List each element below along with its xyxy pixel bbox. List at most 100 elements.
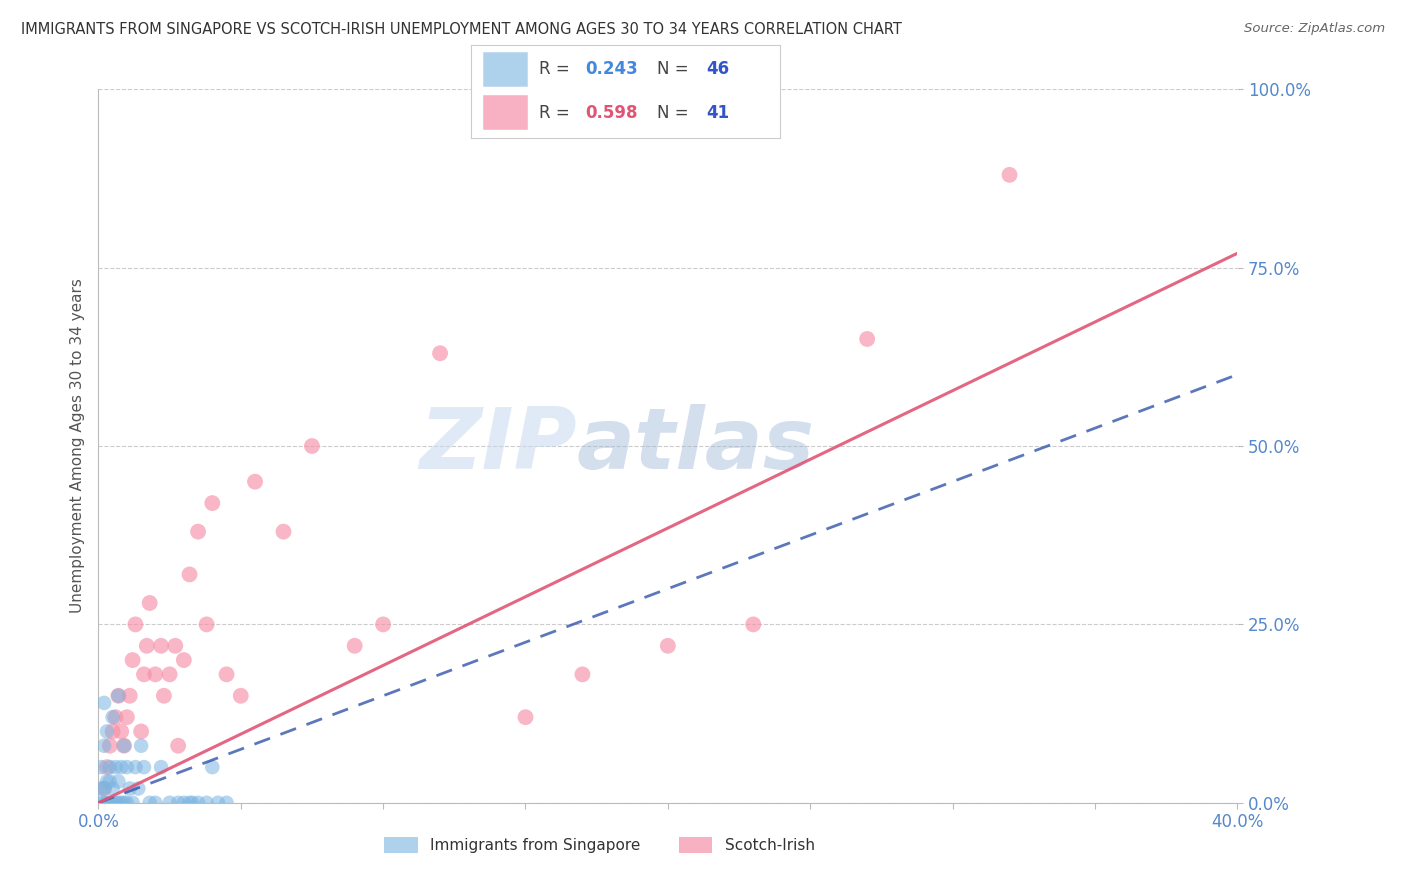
Text: Source: ZipAtlas.com: Source: ZipAtlas.com <box>1244 22 1385 36</box>
Point <box>856 332 879 346</box>
Point <box>98 739 121 753</box>
Point <box>90 760 112 774</box>
Point <box>195 796 218 810</box>
Y-axis label: Unemployment Among Ages 30 to 34 years: Unemployment Among Ages 30 to 34 years <box>69 278 84 614</box>
Point <box>138 596 160 610</box>
Point <box>104 760 127 774</box>
Point <box>90 781 112 796</box>
Point <box>187 796 209 810</box>
Text: N =: N = <box>657 104 693 122</box>
Point <box>138 796 160 810</box>
Point <box>96 760 118 774</box>
Point <box>135 639 157 653</box>
Point <box>101 724 124 739</box>
Point <box>98 760 121 774</box>
Point <box>165 639 187 653</box>
Point <box>998 168 1021 182</box>
Point <box>110 760 132 774</box>
Point <box>101 796 124 810</box>
Point <box>145 796 167 810</box>
Point <box>107 689 129 703</box>
Point <box>96 774 118 789</box>
Point <box>115 796 138 810</box>
Point <box>107 689 129 703</box>
Text: N =: N = <box>657 60 693 78</box>
Point <box>159 796 181 810</box>
Point <box>124 760 146 774</box>
Point <box>153 689 176 703</box>
Point <box>104 796 127 810</box>
Legend: Immigrants from Singapore, Scotch-Irish: Immigrants from Singapore, Scotch-Irish <box>378 831 821 859</box>
Point <box>96 796 118 810</box>
Point <box>515 710 537 724</box>
Point <box>373 617 395 632</box>
Text: 0.598: 0.598 <box>585 104 638 122</box>
Point <box>90 796 112 810</box>
Point <box>107 796 129 810</box>
Point <box>173 796 195 810</box>
Bar <box>484 95 527 129</box>
Point <box>179 796 201 810</box>
Point <box>243 475 266 489</box>
Point <box>742 617 765 632</box>
Text: 46: 46 <box>706 60 730 78</box>
Point <box>93 781 115 796</box>
Point <box>121 796 143 810</box>
Point <box>98 774 121 789</box>
Point <box>173 653 195 667</box>
Point <box>93 781 115 796</box>
Point <box>657 639 679 653</box>
Point <box>93 696 115 710</box>
Point <box>112 739 135 753</box>
Point <box>104 710 127 724</box>
Point <box>118 689 141 703</box>
Point <box>101 781 124 796</box>
Text: IMMIGRANTS FROM SINGAPORE VS SCOTCH-IRISH UNEMPLOYMENT AMONG AGES 30 TO 34 YEARS: IMMIGRANTS FROM SINGAPORE VS SCOTCH-IRIS… <box>21 22 903 37</box>
Point <box>571 667 593 681</box>
Point <box>229 689 252 703</box>
Point <box>167 796 190 810</box>
Point <box>343 639 366 653</box>
Point <box>101 710 124 724</box>
Text: atlas: atlas <box>576 404 815 488</box>
Text: R =: R = <box>538 60 575 78</box>
Point <box>132 667 155 681</box>
Point <box>129 739 152 753</box>
Point <box>179 567 201 582</box>
Point <box>112 796 135 810</box>
Point <box>96 724 118 739</box>
Point <box>98 796 121 810</box>
Point <box>207 796 229 810</box>
Point <box>132 760 155 774</box>
Point <box>201 760 224 774</box>
Point <box>124 617 146 632</box>
Point <box>150 760 173 774</box>
Point <box>107 774 129 789</box>
Point <box>121 653 143 667</box>
Point <box>145 667 167 681</box>
Point <box>110 796 132 810</box>
Point <box>93 796 115 810</box>
Point <box>429 346 451 360</box>
Point <box>150 639 173 653</box>
Text: R =: R = <box>538 104 575 122</box>
Point <box>201 496 224 510</box>
Point <box>187 524 209 539</box>
Point <box>167 739 190 753</box>
Point <box>129 724 152 739</box>
Point <box>273 524 295 539</box>
Point <box>301 439 323 453</box>
Point <box>93 739 115 753</box>
Point <box>112 739 135 753</box>
Text: 41: 41 <box>706 104 730 122</box>
Point <box>159 667 181 681</box>
Point <box>115 760 138 774</box>
Point <box>215 667 238 681</box>
Point <box>195 617 218 632</box>
Point <box>110 724 132 739</box>
Point <box>181 796 204 810</box>
Point <box>118 781 141 796</box>
Bar <box>484 52 527 86</box>
Text: ZIP: ZIP <box>419 404 576 488</box>
Text: 0.243: 0.243 <box>585 60 638 78</box>
